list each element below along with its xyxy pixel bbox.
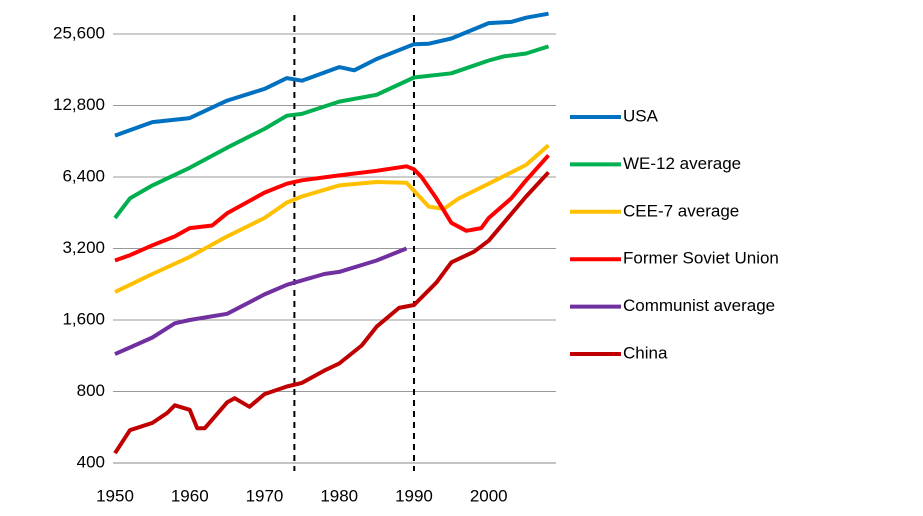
series-line: [114, 246, 408, 356]
legend-label: USA: [623, 106, 659, 125]
x-tick-label: 1950: [96, 486, 134, 505]
series-line: [114, 143, 550, 294]
x-tick-label: 1970: [246, 486, 284, 505]
series-line: [113, 170, 550, 455]
legend-label: Former Soviet Union: [623, 249, 779, 268]
y-tick-label: 400: [77, 452, 105, 471]
x-tick-label: 1960: [171, 486, 209, 505]
legend-label: China: [623, 343, 668, 362]
x-tick-label: 1980: [320, 486, 358, 505]
legend-label: CEE-7 average: [623, 201, 739, 220]
x-tick-label: 2000: [470, 486, 508, 505]
y-tick-label: 12,800: [53, 95, 105, 114]
y-tick-label: 1,600: [62, 309, 105, 328]
x-tick-label: 1990: [395, 486, 433, 505]
y-tick-label: 800: [77, 381, 105, 400]
legend-label: WE-12 average: [623, 154, 741, 173]
y-tick-label: 3,200: [62, 238, 105, 257]
series-line: [114, 11, 549, 138]
series-line: [113, 44, 550, 220]
legend-label: Communist average: [623, 296, 775, 315]
y-tick-label: 6,400: [62, 166, 105, 185]
y-tick-label: 25,600: [53, 24, 105, 43]
series-line: [114, 153, 550, 263]
